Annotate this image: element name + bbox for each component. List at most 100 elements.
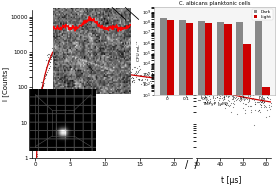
Point: [94, 63, 99, 66]
Point: [79, 55, 84, 58]
Point: [202, 94, 206, 97]
Point: [222, 87, 227, 90]
Point: [94, 65, 99, 68]
Point: [258, 102, 262, 105]
Point: [163, 81, 167, 84]
Point: [253, 103, 258, 106]
Point: [35, 138, 39, 141]
Point: [145, 77, 150, 80]
Point: [138, 73, 142, 76]
Point: [70, 58, 74, 61]
Point: [213, 83, 217, 86]
Point: [231, 106, 235, 109]
Point: [137, 78, 142, 81]
Point: [255, 92, 260, 95]
Point: [58, 47, 63, 50]
Point: [145, 78, 149, 81]
Point: [198, 76, 202, 79]
Point: [88, 70, 93, 73]
Point: [237, 89, 242, 92]
Point: [86, 57, 91, 60]
Point: [184, 82, 188, 85]
Y-axis label: CFU mL⁻¹: CFU mL⁻¹: [137, 40, 142, 61]
Point: [132, 81, 137, 84]
Point: [82, 70, 86, 73]
Point: [258, 100, 263, 103]
Point: [59, 57, 64, 60]
Point: [240, 86, 244, 89]
Point: [164, 84, 168, 87]
Point: [70, 59, 75, 62]
Point: [195, 80, 200, 83]
Point: [211, 86, 215, 89]
Point: [35, 117, 40, 120]
Point: [53, 51, 58, 54]
Point: [55, 53, 60, 56]
Point: [198, 82, 203, 85]
Point: [115, 64, 120, 67]
Point: [77, 63, 81, 66]
Point: [126, 77, 131, 80]
Point: [76, 66, 80, 69]
Point: [76, 61, 81, 64]
Point: [229, 82, 234, 85]
Title: C. albicans planktonic cells: C. albicans planktonic cells: [179, 1, 250, 5]
Point: [157, 74, 162, 77]
Point: [96, 63, 101, 66]
Point: [242, 90, 247, 93]
Point: [202, 91, 206, 94]
Point: [81, 59, 85, 62]
Point: [264, 116, 268, 119]
Point: [46, 52, 51, 55]
Point: [140, 77, 145, 80]
Point: [184, 79, 188, 82]
Point: [223, 83, 227, 86]
Point: [38, 109, 42, 112]
Point: [147, 75, 152, 78]
Point: [147, 74, 151, 77]
Point: [217, 93, 221, 96]
Point: [86, 50, 91, 53]
Point: [205, 85, 210, 88]
Point: [238, 94, 243, 97]
Point: [63, 49, 67, 52]
Point: [221, 81, 225, 84]
Point: [210, 90, 214, 93]
Point: [197, 88, 202, 91]
Bar: [236, 22, 243, 189]
Point: [241, 95, 245, 98]
Point: [80, 61, 84, 64]
Point: [95, 76, 100, 79]
Point: [80, 57, 85, 60]
Point: [247, 100, 252, 103]
Point: [76, 63, 81, 66]
Point: [39, 86, 44, 89]
Point: [75, 52, 79, 55]
Point: [95, 66, 99, 69]
Point: [200, 80, 204, 83]
Point: [103, 63, 107, 66]
Point: [106, 64, 111, 67]
Point: [249, 89, 254, 92]
Point: [162, 83, 167, 86]
Point: [137, 69, 142, 72]
Point: [52, 53, 57, 56]
Point: [34, 153, 39, 156]
Point: [260, 91, 264, 94]
Point: [172, 80, 176, 83]
Point: [226, 95, 230, 98]
Point: [252, 99, 256, 102]
Point: [163, 77, 168, 80]
Point: [133, 65, 137, 68]
Point: [178, 81, 182, 84]
Point: [235, 74, 239, 77]
Point: [238, 95, 242, 98]
Point: [229, 91, 234, 94]
Point: [165, 70, 169, 74]
Point: [212, 98, 216, 101]
Point: [222, 92, 227, 95]
Point: [211, 88, 215, 91]
Point: [85, 68, 89, 71]
Bar: [255, 21, 262, 189]
Point: [219, 80, 224, 83]
